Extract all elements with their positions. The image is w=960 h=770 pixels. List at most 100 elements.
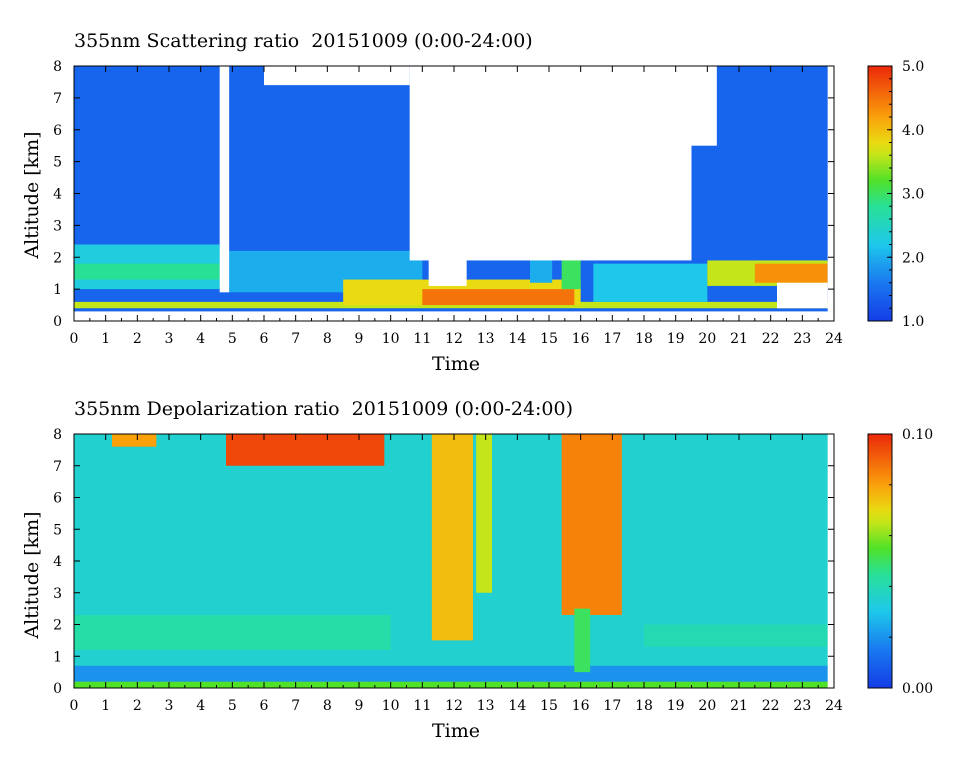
x-tick-label: 22 xyxy=(762,331,780,347)
y-tick-label: 8 xyxy=(53,427,62,443)
depolarization-x-axis-label: Time xyxy=(431,720,481,742)
x-tick-label: 9 xyxy=(355,331,364,347)
y-tick-label: 3 xyxy=(53,586,62,602)
x-tick-label: 6 xyxy=(260,698,269,714)
x-tick-label: 21 xyxy=(730,698,748,714)
x-tick-label: 12 xyxy=(445,331,463,347)
x-tick-label: 5 xyxy=(228,698,237,714)
no-data-region xyxy=(219,66,230,293)
colorbar-tick-label: 5.0 xyxy=(902,59,924,75)
x-tick-label: 18 xyxy=(635,331,653,347)
y-tick-label: 8 xyxy=(53,59,62,75)
x-tick-label: 6 xyxy=(260,331,269,347)
x-tick-label: 13 xyxy=(477,331,495,347)
x-tick-label: 23 xyxy=(793,698,811,714)
no-data-region xyxy=(777,282,828,309)
no-data-region xyxy=(409,66,692,261)
x-tick-label: 0 xyxy=(70,331,79,347)
x-tick-label: 10 xyxy=(382,698,400,714)
scattering-ratio-plot: 0 1 2 3 4 5 6 7 8 9 10 11 12 13 14 15 16 17 18 19 20 21 22 23 24… xyxy=(53,59,924,347)
x-tick-label: 1 xyxy=(101,698,110,714)
heatmap-layer xyxy=(431,434,473,641)
heatmap-layer xyxy=(754,263,828,283)
x-tick-label: 19 xyxy=(667,698,685,714)
scattering-ratio-title: 355nm Scattering ratio 20151009 (0:00-24… xyxy=(74,30,533,52)
x-tick-label: 16 xyxy=(572,698,590,714)
x-tick-label: 20 xyxy=(698,698,716,714)
y-tick-label: 0 xyxy=(53,681,62,697)
heatmap-layer xyxy=(574,608,591,673)
x-tick-label: 20 xyxy=(698,331,716,347)
no-data-region xyxy=(691,66,717,146)
x-tick-label: 2 xyxy=(133,698,142,714)
x-tick-label: 5 xyxy=(228,331,237,347)
colorbar-tick-label: 2.0 xyxy=(902,250,924,266)
x-tick-label: 15 xyxy=(540,331,558,347)
y-tick-label: 5 xyxy=(53,522,62,538)
heatmap-field xyxy=(74,434,834,688)
y-tick-label: 7 xyxy=(53,459,62,475)
depolarization-ratio-title: 355nm Depolarization ratio 20151009 (0:0… xyxy=(74,398,574,420)
no-data-region xyxy=(264,66,410,86)
y-tick-label: 6 xyxy=(53,123,62,139)
x-tick-label: 3 xyxy=(165,331,174,347)
x-tick-label: 2 xyxy=(133,331,142,347)
y-tick-label: 1 xyxy=(53,282,62,298)
heatmap-layer xyxy=(593,263,708,302)
x-tick-label: 11 xyxy=(413,698,431,714)
x-tick-label: 16 xyxy=(572,331,590,347)
cloud-feature xyxy=(112,434,157,447)
x-tick-label: 14 xyxy=(508,331,526,347)
heatmap-field xyxy=(74,66,834,321)
x-tick-label: 9 xyxy=(355,698,364,714)
scattering-ratio-panel: 355nm Scattering ratio 20151009 (0:00-24… xyxy=(21,30,924,375)
heatmap-layer xyxy=(644,624,828,647)
x-tick-label: 17 xyxy=(603,331,621,347)
heatmap-layer xyxy=(561,434,622,615)
x-tick-label: 24 xyxy=(825,331,843,347)
x-tick-label: 17 xyxy=(603,698,621,714)
x-tick-label: 15 xyxy=(540,698,558,714)
x-tick-label: 8 xyxy=(323,698,332,714)
colorbar-tick-label: 1.0 xyxy=(902,314,924,330)
x-tick-label: 10 xyxy=(382,331,400,347)
x-tick-label: 1 xyxy=(101,331,110,347)
colorbar-tick-label: 3.0 xyxy=(902,187,924,203)
y-tick-label: 2 xyxy=(53,250,62,266)
x-tick-label: 24 xyxy=(825,698,843,714)
depolarization-ratio-panel: 355nm Depolarization ratio 20151009 (0:0… xyxy=(0,385,960,770)
y-tick-label: 4 xyxy=(53,554,62,570)
y-tick-label: 7 xyxy=(53,91,62,107)
y-tick-label: 1 xyxy=(53,649,62,665)
x-tick-label: 19 xyxy=(667,331,685,347)
y-tick-label: 5 xyxy=(53,155,62,171)
colorbar-tick-label: 0.00 xyxy=(902,681,933,697)
x-tick-label: 21 xyxy=(730,331,748,347)
y-tick-label: 2 xyxy=(53,618,62,634)
heatmap-layer xyxy=(74,263,220,280)
x-tick-label: 14 xyxy=(508,698,526,714)
y-tick-label: 4 xyxy=(53,187,62,203)
x-tick-label: 7 xyxy=(291,698,300,714)
y-tick-label: 6 xyxy=(53,491,62,507)
x-tick-label: 13 xyxy=(477,698,495,714)
x-tick-label: 12 xyxy=(445,698,463,714)
x-tick-label: 7 xyxy=(291,331,300,347)
x-tick-label: 0 xyxy=(70,698,79,714)
colorbar xyxy=(867,433,893,689)
y-tick-label: 0 xyxy=(53,314,62,330)
no-data-region xyxy=(428,257,467,286)
x-tick-label: 4 xyxy=(196,698,205,714)
no-data-region xyxy=(827,66,834,312)
heatmap-layer xyxy=(422,289,575,306)
x-tick-label: 22 xyxy=(762,698,780,714)
x-tick-label: 11 xyxy=(413,331,431,347)
cloud-feature xyxy=(226,434,385,466)
x-tick-label: 23 xyxy=(793,331,811,347)
colorbar-tick-label: 4.0 xyxy=(902,123,924,139)
heatmap-layer xyxy=(476,434,492,593)
x-tick-label: 8 xyxy=(323,331,332,347)
scattering-x-axis-label: Time xyxy=(431,353,481,375)
colorbar-tick-label: 0.10 xyxy=(902,427,933,443)
depolarization-ratio-plot: 0 1 2 3 4 5 6 7 8 9 10 11 12 13 14 15 16 17 18 19 20 21 22 23 24… xyxy=(53,427,933,714)
